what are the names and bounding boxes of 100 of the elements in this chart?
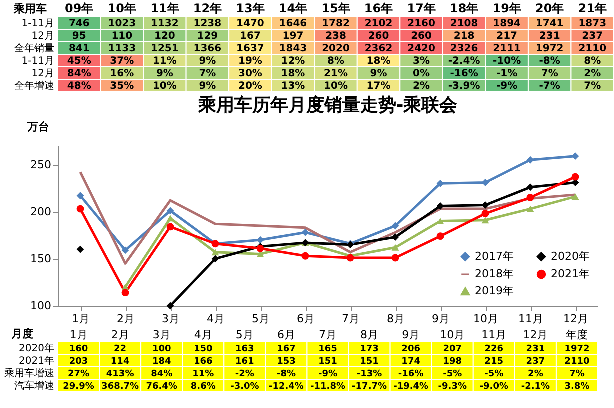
data-label: 114 [110,356,130,367]
data-label: 3% [413,56,430,67]
point [256,251,264,258]
data-label: 238 [326,30,346,42]
data-label: 2362 [364,43,393,54]
data-label: 1843 [279,43,308,54]
point [392,222,400,230]
y-tick-label: 250 [30,158,52,172]
data-label: -3.9% [448,80,480,92]
data-label: 841 [68,43,90,54]
x-tick-label: 4月 [207,312,225,326]
data-label: 0% [413,68,430,80]
data-label: 18% [281,68,306,80]
x-tick-label: 11月 [482,328,507,342]
data-label: -1% [496,68,518,80]
chart-title: 乘用车历年月度销量走势-乘联会 [197,95,459,116]
data-label: 1238 [194,18,222,30]
x-tick-label: 年度 [566,328,588,342]
point [302,228,310,236]
data-label: 1637 [236,43,264,54]
data-label: 19% [238,56,262,67]
data-label: 9% [370,68,388,80]
point [526,206,534,212]
x-tick-label: 16年 [364,2,394,16]
data-label: 7% [570,369,585,380]
data-label: 153 [277,356,296,367]
data-label: -16% [450,68,478,80]
y-axis-title: 乘用车 [13,2,47,16]
data-label: 95 [72,30,86,42]
data-label: 11% [192,369,214,380]
data-label: 218 [454,30,475,42]
x-tick-label: 5月 [252,312,270,326]
data-label: 2108 [450,18,478,30]
data-label: 165 [318,344,338,354]
data-label: 151 [318,356,338,367]
data-label: 18% [366,56,391,67]
y-axis-title: 月度 [10,328,34,340]
data-label: 7% [584,80,602,92]
legend-label: 2020年 [551,250,590,263]
x-tick-label: 7月 [342,312,360,326]
data-label: -5% [443,369,462,380]
data-label: -9.3% [438,382,467,392]
data-label: 8.6% [190,382,216,392]
x-tick-label: 3月 [162,312,180,326]
x-tick-label: 6月 [297,312,315,326]
data-label: 3.8% [564,382,590,392]
data-label: -8% [539,56,560,67]
data-label: 22 [114,344,127,354]
data-label: 10% [152,80,177,92]
x-tick-label: 17年 [407,2,436,16]
y-tick-label: 乘用车增速 [4,367,54,380]
x-tick-label: 5月 [236,328,254,342]
data-label: 1251 [151,43,179,54]
data-label: 260 [411,30,432,42]
x-tick-label: 10月 [440,328,466,342]
data-label: 9% [199,80,216,92]
data-label: 206 [402,344,420,354]
data-label: 413% [106,369,134,380]
y-tick-label: 2020年 [19,342,54,354]
data-label: 10% [324,80,348,92]
data-label: -12.4% [268,382,304,392]
data-label: -13% [356,369,382,380]
point [76,205,84,213]
x-tick-label: 19年 [492,2,522,16]
data-label: -19.4% [394,382,429,392]
point [122,246,130,254]
x-tick-label: 11月 [518,312,544,326]
data-label: 1972 [564,344,590,354]
x-tick-label: 9月 [432,312,450,326]
x-tick-label: 20年 [535,2,564,16]
data-label: 1873 [578,18,607,30]
data-label: 163 [236,344,254,354]
data-label: 2111 [493,43,522,54]
data-label: 161 [236,356,254,367]
data-label: 8% [584,56,602,67]
point [482,179,490,186]
data-label: 2110 [564,356,590,367]
data-label: 1972 [536,43,564,54]
x-tick-label: 11年 [150,2,180,16]
point [482,217,490,224]
y-tick-label: 1-11月 [22,56,54,67]
data-label: 2110 [578,43,607,54]
data-label: 1023 [108,18,136,30]
data-label: 237 [526,356,546,367]
data-label: 7% [541,68,558,80]
data-label: 110 [112,30,133,42]
x-tick-label: 1月 [70,328,88,342]
point [526,156,534,164]
x-tick-label: 12年 [193,2,222,16]
x-tick-label: 4月 [194,328,212,342]
data-label: -7% [539,80,560,92]
point [436,180,444,188]
point [166,207,174,215]
x-tick-label: 13年 [236,2,265,16]
data-label: 1470 [236,18,264,30]
data-label: 167 [277,344,296,354]
point [166,302,174,310]
data-label: -2.1% [521,382,550,392]
x-tick-label: 2月 [111,328,130,342]
data-label: 2326 [450,43,478,54]
